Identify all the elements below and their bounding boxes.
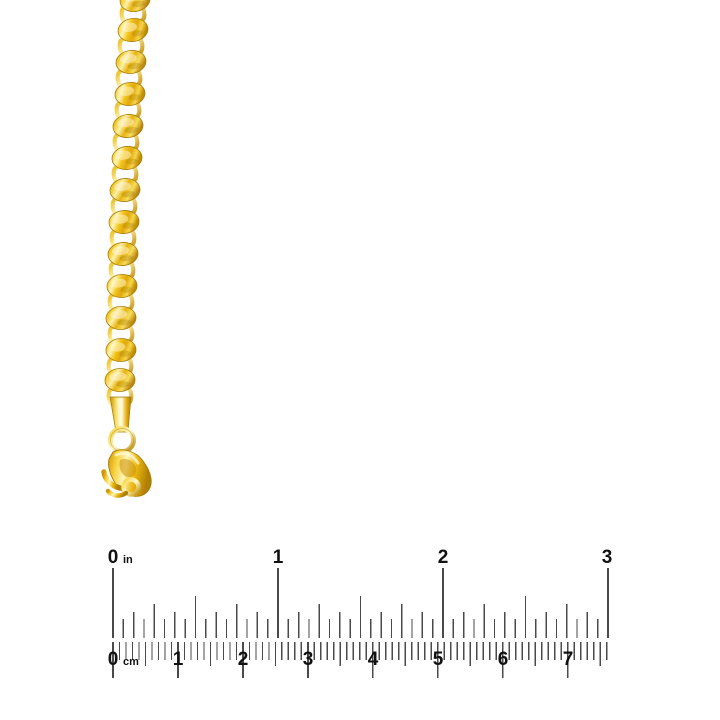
chain-illustration [101,0,153,498]
cm-label-1: 1 [173,649,184,670]
cm-label-0: 0 [108,649,119,670]
cm-labels: 0 cm 1 2 3 4 5 6 7 [108,649,574,670]
cm-label-3: 3 [303,649,314,670]
chain-links [103,0,153,406]
cm-label-2: 2 [238,649,249,670]
dual-scale-ruler: 0 in 1 2 3 0 cm 1 2 3 4 5 6 7 [0,530,720,680]
inch-label-1: 1 [273,547,284,568]
inch-unit-label: in [123,554,133,566]
cm-unit-label: cm [123,656,139,668]
cm-label-6: 6 [498,649,509,670]
ruler-ticks [112,568,609,678]
cm-label-7: 7 [563,649,574,670]
inch-label-0: 0 [108,547,119,568]
ruler-svg: 0 in 1 2 3 0 cm 1 2 3 4 5 6 7 [108,547,613,678]
cm-label-4: 4 [368,649,379,670]
inch-label-2: 2 [438,547,449,568]
cm-label-5: 5 [433,649,444,670]
lobster-clasp [101,449,152,498]
product-photo [101,0,153,498]
inch-labels: 0 in 1 2 3 [108,547,613,568]
inch-label-3: 3 [602,547,613,568]
